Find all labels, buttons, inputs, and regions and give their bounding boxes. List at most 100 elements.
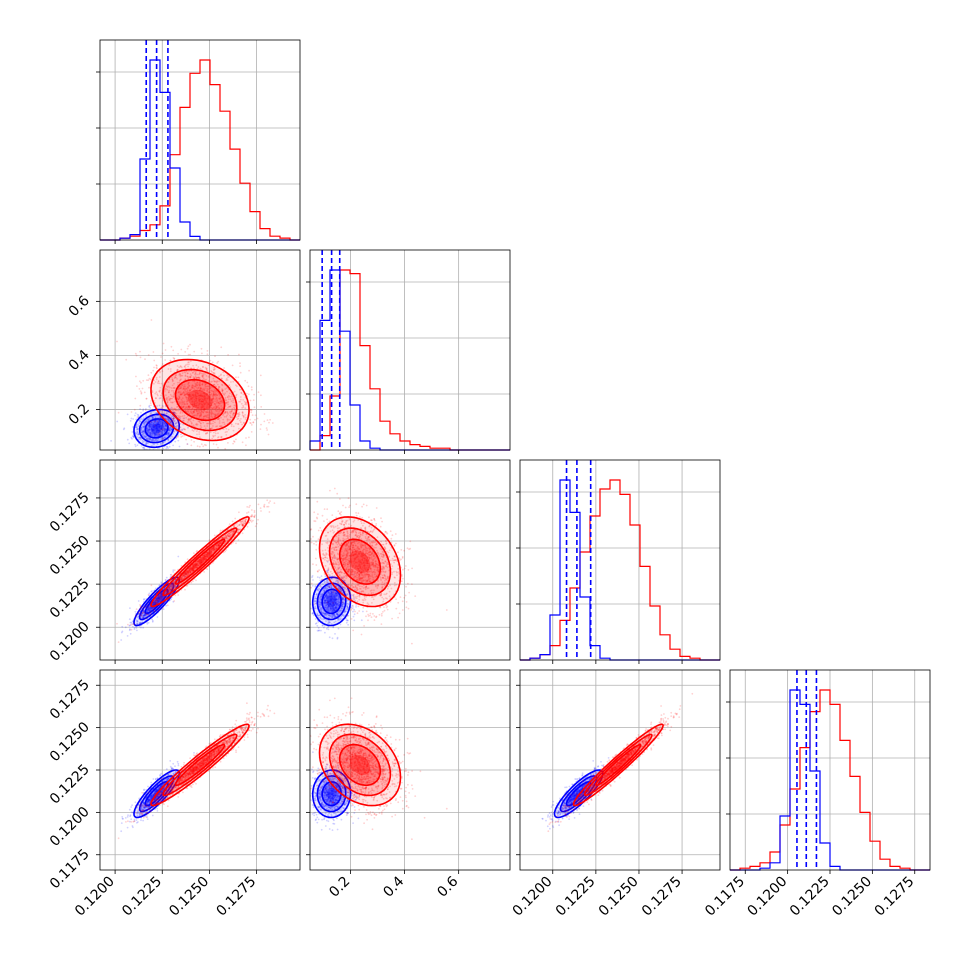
sample-point (143, 391, 146, 394)
sample-point (220, 400, 223, 403)
sample-point (164, 349, 167, 351)
sample-point (229, 412, 232, 415)
sample-point (156, 420, 159, 423)
sample-point (147, 428, 150, 431)
sample-point (187, 376, 190, 379)
sample-point (156, 422, 159, 425)
sample-point (146, 430, 149, 432)
sample-point (185, 395, 187, 398)
sample-point (156, 421, 159, 424)
sample-point (226, 374, 229, 377)
sample-point (179, 410, 182, 413)
sample-point (126, 635, 129, 637)
sample-point (250, 519, 252, 521)
sample-point (152, 422, 155, 424)
sample-point (155, 433, 157, 436)
sample-point (161, 421, 164, 424)
sample-point (175, 421, 178, 424)
sample-point (176, 425, 178, 427)
sample-point (186, 375, 189, 378)
sample-point (222, 414, 224, 416)
sample-point (192, 376, 195, 378)
sample-point (191, 400, 194, 402)
sample-point (135, 354, 138, 357)
sample-point (139, 408, 142, 410)
sample-point (162, 427, 165, 430)
sample-point (182, 405, 185, 408)
sample-point (268, 511, 271, 513)
sample-point (131, 437, 133, 440)
sample-point (147, 379, 150, 382)
sample-point (249, 399, 252, 402)
sample-point (210, 398, 213, 400)
sample-point (161, 422, 164, 425)
sample-point (142, 408, 145, 411)
sample-point (232, 401, 235, 404)
sample-point (191, 403, 194, 406)
sample-point (186, 558, 189, 561)
sample-point (163, 427, 166, 430)
sample-point (241, 412, 244, 415)
sample-point (152, 351, 155, 353)
sample-point (244, 403, 247, 406)
sample-point (235, 384, 237, 387)
sample-point (188, 408, 190, 411)
sample-point (160, 593, 163, 595)
sample-point (175, 376, 177, 379)
sample-point (200, 417, 203, 420)
sample-point (139, 437, 142, 440)
sample-point (205, 411, 208, 414)
sample-point (205, 394, 208, 397)
sample-point (200, 387, 202, 390)
sample-point (172, 387, 175, 389)
sample-point (151, 430, 154, 433)
sample-point (218, 393, 221, 395)
sample-point (203, 392, 206, 395)
sample-point (143, 614, 146, 617)
sample-point (201, 384, 204, 386)
sample-point (168, 429, 170, 432)
sample-point (196, 423, 199, 426)
sample-point (233, 406, 235, 409)
sample-point (218, 420, 221, 422)
sample-point (155, 366, 158, 369)
sample-point (191, 412, 194, 415)
sample-point (151, 416, 154, 419)
sample-point (173, 411, 176, 414)
sample-point (202, 400, 204, 403)
sample-point (204, 387, 206, 390)
sample-point (169, 437, 172, 440)
red-density (150, 516, 250, 608)
sample-point (206, 394, 209, 396)
sample-point (128, 442, 131, 445)
sample-point (193, 440, 196, 443)
sample-point (179, 379, 181, 382)
sample-point (157, 598, 159, 600)
sample-point (221, 389, 224, 392)
sample-point (163, 429, 166, 432)
sample-point (190, 397, 193, 400)
sample-point (134, 414, 136, 417)
sample-point (186, 443, 189, 445)
sample-point (146, 437, 149, 440)
sample-point (154, 433, 156, 436)
sample-point (230, 400, 233, 403)
sample-point (224, 388, 227, 390)
sample-point (238, 353, 240, 356)
sample-point (237, 423, 240, 425)
sample-point (169, 589, 172, 591)
sample-point (200, 394, 202, 397)
sample-point (183, 385, 185, 388)
sample-point (157, 423, 160, 425)
sample-point (156, 607, 159, 609)
sample-point (162, 415, 165, 418)
sample-point (187, 345, 190, 348)
sample-point (192, 424, 195, 427)
sample-point (225, 402, 227, 405)
sample-point (149, 432, 152, 434)
sample-point (193, 370, 196, 373)
sample-point (194, 396, 197, 399)
sample-point (213, 390, 215, 393)
sample-point (184, 393, 187, 396)
sample-point (242, 415, 245, 417)
